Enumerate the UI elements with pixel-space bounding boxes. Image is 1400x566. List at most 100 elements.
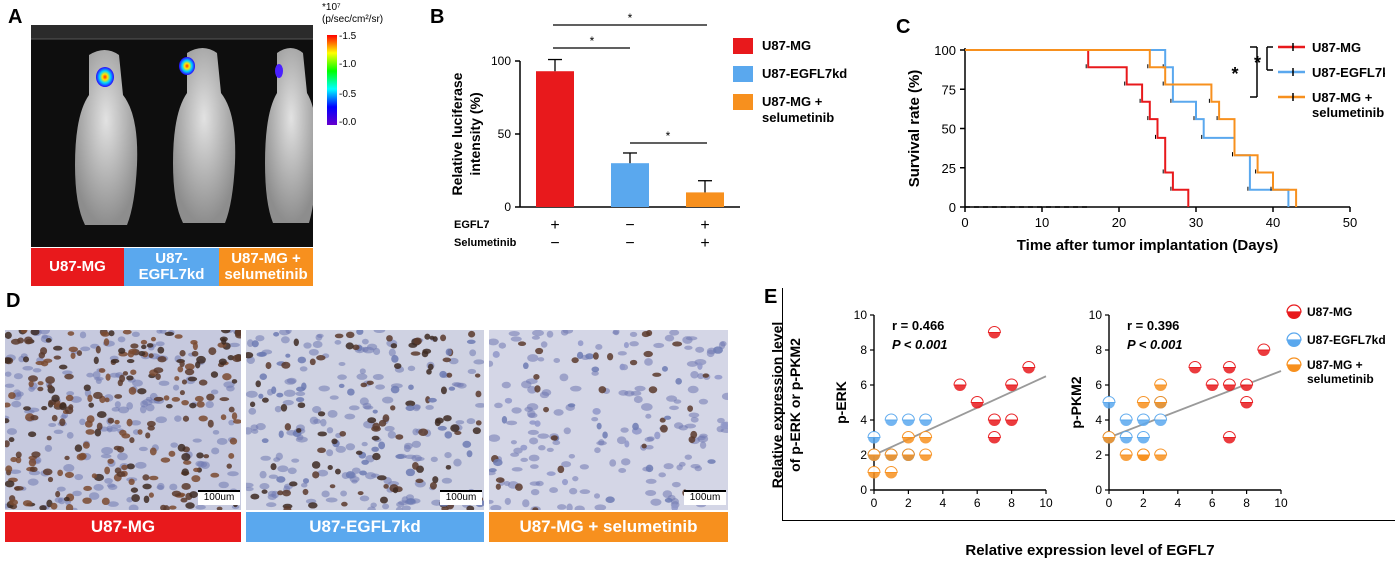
point-bottom: [971, 402, 984, 409]
nucleus-stained: [5, 480, 15, 488]
nucleus-blue: [510, 440, 517, 445]
nucleus-stained: [216, 506, 223, 510]
nucleus-blue: [520, 457, 529, 462]
nucleus-blue: [686, 360, 699, 367]
nucleus-stained: [440, 386, 447, 395]
point-bottom: [1240, 402, 1253, 409]
group-label-egfl7kd: U87-EGFL7kd: [124, 248, 219, 286]
nucleus-blue: [266, 502, 277, 508]
point-top: [1188, 361, 1202, 368]
nucleus-stained: [395, 454, 405, 459]
nucleus-stained: [297, 402, 306, 409]
nucleus-blue: [566, 503, 573, 510]
nucleus-stained: [126, 418, 133, 427]
nucleus-stained: [317, 431, 327, 437]
nucleus-stained: [361, 459, 369, 465]
nucleus-stained: [121, 464, 128, 470]
point-top: [1222, 378, 1236, 386]
nucleus-blue: [612, 330, 619, 335]
x-tick-label: 2: [905, 496, 912, 510]
legend-label: U87-MG: [1312, 40, 1361, 55]
nucleus-blue: [375, 384, 386, 390]
nucleus-stained: [148, 492, 154, 498]
pkm2-r: r = 0.396: [1127, 318, 1179, 333]
nucleus-stained: [393, 363, 402, 369]
nucleus-stained: [70, 352, 76, 359]
nucleus-blue: [669, 330, 680, 336]
nucleus-stained: [53, 355, 62, 360]
nucleus-stained: [231, 379, 238, 384]
point-bottom: [1189, 367, 1201, 374]
nucleus-stained: [646, 330, 653, 337]
nucleus-blue: [145, 403, 155, 412]
y-axis-label: p-ERK: [833, 381, 849, 424]
nucleus-stained: [345, 331, 355, 339]
nucleus-stained: [47, 384, 53, 389]
nucleus-stained: [591, 366, 600, 373]
nucleus-blue: [508, 330, 520, 337]
nucleus-blue: [645, 489, 657, 497]
nucleus-stained: [98, 368, 106, 373]
nucleus-blue: [453, 382, 464, 388]
scatter-point: [884, 466, 898, 479]
point-top: [884, 466, 898, 473]
nucleus-blue: [546, 447, 554, 452]
point-bottom: [885, 420, 898, 426]
nucleus-stained: [85, 429, 95, 435]
nucleus-stained: [181, 468, 189, 476]
nucleus-blue: [246, 486, 254, 492]
nucleus-stained: [147, 425, 155, 431]
x-tick-label: 2: [1140, 496, 1147, 510]
nucleus-stained: [258, 351, 267, 357]
nucleus-stained: [302, 488, 309, 496]
nucleus-stained: [246, 351, 254, 359]
y-tick-label: 8: [860, 343, 867, 357]
scatter-point: [1222, 378, 1236, 391]
nucleus-blue: [56, 486, 66, 492]
nucleus-blue: [444, 451, 452, 459]
nucleus-blue: [717, 417, 725, 424]
nucleus-blue: [690, 416, 699, 423]
panel-e-legend: U87-MG U87-EGFL7kd U87-MG + selumetinib: [1286, 304, 1386, 386]
nucleus-stained: [83, 384, 91, 392]
point-bottom: [988, 420, 1001, 426]
nucleus-blue: [344, 413, 356, 420]
nucleus-stained: [366, 380, 374, 386]
nucleus-stained: [664, 415, 672, 420]
y-tick-label: 2: [1095, 448, 1102, 462]
nucleus-stained: [189, 402, 197, 409]
nucleus-stained: [450, 424, 460, 432]
nucleus-stained: [192, 342, 198, 351]
point-top: [987, 413, 1001, 421]
x-tick-label: 10: [1039, 496, 1053, 510]
nucleus-stained: [619, 363, 625, 370]
nucleus-stained: [68, 404, 74, 410]
nucleus-blue: [106, 425, 113, 433]
point-top: [987, 431, 1001, 438]
nucleus-blue: [291, 458, 300, 463]
nucleus-blue: [286, 377, 297, 384]
nucleus-stained: [218, 358, 227, 366]
x-tick-label: 4: [939, 496, 946, 510]
nucleus-stained: [41, 405, 48, 411]
group-label-u87mg: U87-MG: [31, 248, 124, 286]
nucleus-stained: [445, 464, 452, 470]
nucleus-blue: [282, 399, 294, 406]
point-top: [901, 448, 915, 456]
nucleus-blue: [662, 490, 673, 498]
nucleus-blue: [345, 443, 356, 451]
nucleus-stained: [371, 426, 381, 432]
nucleus-stained: [489, 468, 497, 473]
nucleus-stained: [392, 487, 399, 494]
nucleus-stained: [428, 397, 437, 403]
nucleus-stained: [255, 380, 261, 388]
nucleus-blue: [11, 400, 22, 408]
nucleus-blue: [620, 427, 629, 433]
nucleus-blue: [441, 477, 453, 484]
colorscale-subunit: (p/sec/cm²/sr): [322, 14, 384, 25]
nucleus-stained: [30, 330, 40, 336]
ylabel-line1: Relative expression level: [769, 322, 785, 489]
point-bottom: [1223, 367, 1236, 374]
nucleus-blue: [633, 395, 643, 404]
nucleus-blue: [629, 341, 639, 347]
